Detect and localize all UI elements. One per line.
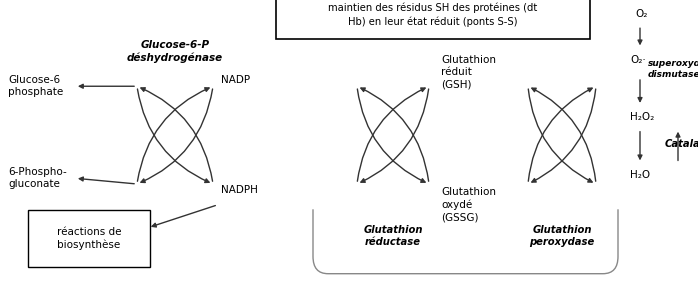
Text: maintien des résidus SH des protéines (dt
Hb) en leur état réduit (ponts S-S): maintien des résidus SH des protéines (d… (328, 3, 537, 27)
Text: NADP: NADP (221, 76, 250, 86)
Text: H₂O₂: H₂O₂ (630, 112, 654, 122)
Text: O₂·: O₂· (630, 55, 646, 65)
FancyBboxPatch shape (28, 210, 150, 267)
Text: Catalase: Catalase (665, 139, 698, 149)
Text: Glutathion
réduit
(GSH): Glutathion réduit (GSH) (441, 55, 496, 90)
Text: Glucose-6-P
déshydrogénase: Glucose-6-P déshydrogénase (127, 40, 223, 63)
Text: NADPH: NADPH (221, 185, 258, 195)
Text: Glutathion
peroxydase: Glutathion peroxydase (529, 225, 595, 247)
Text: Glutathion
oxydé
(GSSG): Glutathion oxydé (GSSG) (441, 187, 496, 222)
FancyBboxPatch shape (276, 0, 590, 39)
Text: réactions de
biosynthèse: réactions de biosynthèse (57, 227, 121, 250)
Text: Glutathion
réductase: Glutathion réductase (363, 225, 423, 247)
Text: superoxyde
dismutase: superoxyde dismutase (648, 59, 698, 79)
Text: Glucose-6
phosphate: Glucose-6 phosphate (8, 75, 64, 97)
Text: H₂O: H₂O (630, 170, 650, 180)
Text: 6-Phospho-
gluconate: 6-Phospho- gluconate (8, 167, 67, 190)
Text: O₂: O₂ (635, 9, 647, 19)
